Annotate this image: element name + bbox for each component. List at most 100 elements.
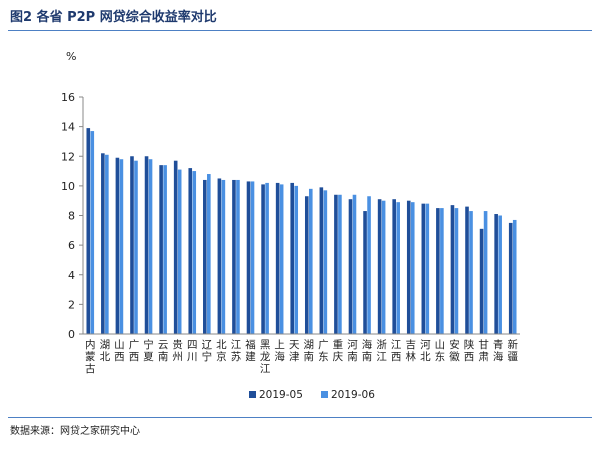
category-label: 辽宁	[202, 339, 213, 363]
bar-2019-06-福建	[250, 181, 255, 334]
category-label: 河南	[347, 339, 358, 363]
bar-2019-05-上海	[275, 182, 280, 334]
bar-2019-05-甘肃	[479, 228, 484, 334]
category-label: 天津	[289, 339, 300, 363]
y-tick-label: 2	[68, 298, 75, 311]
bar-2019-06-四川	[192, 171, 197, 334]
bar-2019-05-山西	[115, 157, 120, 334]
category-label: 广东	[318, 339, 329, 363]
y-tick-label: 4	[68, 269, 75, 282]
bar-2019-05-江苏	[232, 179, 236, 334]
bar-2019-06-辽宁	[207, 174, 211, 334]
y-tick-label: 16	[61, 91, 75, 104]
bar-2019-05-天津	[290, 182, 295, 334]
category-label: 宁夏	[143, 338, 154, 363]
bar-2019-06-青海	[498, 215, 502, 334]
bar-2019-05-海南	[363, 211, 367, 334]
bar-2019-06-湖南	[308, 188, 313, 334]
category-label: 陕西	[464, 338, 475, 363]
y-tick-label: 6	[68, 239, 75, 252]
bar-2019-06-吉林	[410, 202, 415, 334]
bar-2019-05-山东	[436, 208, 440, 334]
bar-2019-06-内蒙古	[90, 131, 95, 334]
bar-2019-05-河南	[348, 199, 353, 334]
y-tick-label: 14	[61, 121, 75, 134]
category-label: 内蒙古	[85, 338, 96, 375]
category-label: 广西	[129, 339, 140, 363]
bar-2019-05-新疆	[508, 222, 513, 334]
bar-2019-06-河南	[352, 194, 357, 334]
category-label: 黑龙江	[260, 339, 271, 375]
bars	[86, 128, 517, 334]
bar-2019-05-湖北	[101, 153, 105, 334]
category-label: 海南	[362, 338, 373, 363]
category-label: 重庆	[333, 338, 344, 363]
bar-2019-06-湖北	[105, 154, 109, 334]
category-label: 安徽	[449, 338, 460, 363]
bar-2019-06-上海	[279, 184, 284, 334]
bar-2019-05-福建	[246, 181, 251, 334]
category-label: 贵州	[172, 338, 183, 363]
bar-2019-06-河北	[425, 203, 430, 334]
bar-2019-06-北京	[221, 179, 226, 334]
bar-2019-06-天津	[294, 185, 299, 334]
bar-2019-05-广东	[319, 187, 324, 334]
bar-2019-05-陕西	[465, 206, 469, 334]
bar-2019-05-广西	[130, 156, 134, 334]
bar-2019-06-安徽	[454, 208, 459, 334]
category-label: 甘肃	[478, 338, 489, 363]
source-note: 数据来源：网贷之家研究中心	[10, 426, 140, 437]
category-label: 上海	[274, 339, 285, 363]
bar-2019-05-安徽	[450, 205, 455, 334]
legend-label-2019-06: 2019-06	[331, 389, 375, 401]
category-label: 新疆	[507, 338, 518, 363]
legend-swatch-2019-05	[249, 391, 256, 398]
category-label: 北京	[216, 339, 227, 363]
bar-2019-05-青海	[494, 214, 498, 334]
bar-2019-06-广东	[323, 190, 328, 334]
bar-2019-06-贵州	[177, 169, 182, 334]
bar-2019-06-广西	[134, 160, 138, 334]
category-label: 四川	[187, 339, 198, 363]
bar-2019-06-江西	[396, 202, 400, 334]
bar-2019-05-内蒙古	[86, 128, 91, 334]
category-label: 江西	[391, 339, 402, 363]
bar-2019-05-云南	[159, 165, 163, 334]
category-label: 湖北	[100, 339, 111, 363]
top-rule	[8, 30, 592, 31]
category-label: 湖南	[304, 339, 315, 363]
category-label: 山东	[435, 339, 446, 363]
y-tick-label: 8	[68, 210, 75, 223]
bar-2019-05-贵州	[173, 160, 178, 334]
category-label: 山西	[114, 339, 125, 363]
category-labels: 内蒙古湖北山西广西宁夏云南贵州四川辽宁北京江苏福建黑龙江上海天津湖南广东重庆河南…	[85, 338, 518, 375]
bar-2019-06-云南	[163, 165, 167, 334]
y-tick-label: 0	[68, 328, 75, 341]
bar-2019-06-陕西	[469, 211, 473, 334]
bar-2019-06-山东	[440, 208, 444, 334]
bar-2019-05-宁夏	[144, 156, 149, 334]
bar-2019-05-北京	[217, 178, 222, 334]
bar-2019-06-甘肃	[483, 211, 488, 334]
y-axis-ticks: 0 2 4 6 8 10 12 14 16	[61, 91, 83, 341]
bar-2019-06-山西	[119, 159, 124, 334]
y-tick-label: 10	[61, 180, 75, 193]
legend-swatch-2019-06	[321, 391, 328, 398]
bar-2019-05-黑龙江	[261, 184, 265, 334]
bar-2019-05-江西	[392, 199, 396, 334]
bar-2019-05-浙江	[377, 199, 382, 334]
bottom-rule	[8, 417, 592, 418]
bar-2019-06-宁夏	[148, 159, 153, 334]
y-axis-unit: %	[66, 50, 76, 63]
bar-2019-06-黑龙江	[265, 182, 269, 334]
legend: 2019-05 2019-06	[249, 389, 375, 401]
y-tick-label: 12	[61, 150, 75, 163]
bar-2019-05-河北	[421, 203, 426, 334]
category-label: 吉林	[406, 339, 417, 363]
category-label: 青海	[493, 338, 504, 363]
legend-label-2019-05: 2019-05	[259, 389, 303, 401]
bar-2019-05-四川	[188, 168, 193, 334]
bar-2019-06-海南	[367, 196, 371, 334]
bar-2019-05-辽宁	[203, 179, 207, 334]
